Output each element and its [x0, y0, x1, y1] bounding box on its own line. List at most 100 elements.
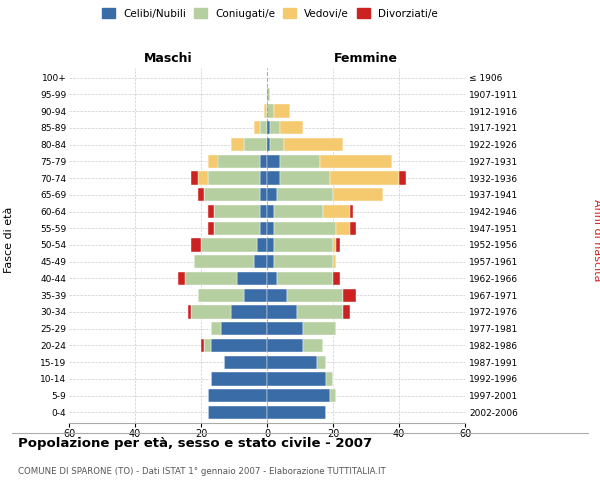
Text: Anni di nascita: Anni di nascita [592, 198, 600, 281]
Bar [267, 255, 274, 268]
Bar [208, 172, 260, 184]
Bar [337, 222, 349, 235]
Bar [317, 356, 326, 369]
Bar [208, 222, 214, 235]
Bar [221, 322, 267, 336]
Bar [296, 306, 343, 318]
Bar [267, 389, 330, 402]
Bar [178, 272, 185, 285]
Bar [214, 205, 260, 218]
Bar [224, 356, 267, 369]
Legend: Celibi/Nubili, Coniugati/e, Vedovi/e, Divorziati/e: Celibi/Nubili, Coniugati/e, Vedovi/e, Di… [99, 5, 441, 21]
Bar [204, 339, 211, 352]
Bar [323, 205, 349, 218]
Bar [330, 172, 399, 184]
Text: Fasce di età: Fasce di età [4, 207, 14, 273]
Bar [254, 121, 260, 134]
Bar [211, 339, 267, 352]
Bar [201, 339, 204, 352]
Bar [304, 339, 323, 352]
Bar [271, 121, 280, 134]
Bar [208, 205, 214, 218]
Bar [260, 121, 267, 134]
Bar [217, 154, 260, 168]
Bar [267, 339, 304, 352]
Bar [260, 188, 267, 202]
Bar [198, 288, 244, 302]
Bar [267, 322, 304, 336]
Bar [211, 372, 267, 386]
Bar [320, 154, 392, 168]
Bar [274, 238, 333, 252]
Bar [260, 154, 267, 168]
Bar [280, 172, 330, 184]
Bar [333, 238, 337, 252]
Bar [333, 255, 337, 268]
Bar [349, 205, 353, 218]
Bar [238, 272, 267, 285]
Bar [333, 272, 340, 285]
Bar [267, 154, 280, 168]
Bar [343, 288, 356, 302]
Bar [274, 222, 337, 235]
Bar [271, 138, 284, 151]
Text: COMUNE DI SPARONE (TO) - Dati ISTAT 1° gennaio 2007 - Elaborazione TUTTITALIA.IT: COMUNE DI SPARONE (TO) - Dati ISTAT 1° g… [18, 468, 386, 476]
Bar [267, 222, 274, 235]
Bar [191, 238, 201, 252]
Bar [201, 238, 257, 252]
Bar [260, 172, 267, 184]
Bar [260, 205, 267, 218]
Bar [208, 406, 267, 419]
Bar [267, 172, 280, 184]
Bar [214, 222, 260, 235]
Bar [277, 272, 333, 285]
Bar [198, 188, 204, 202]
Bar [274, 255, 333, 268]
Bar [231, 138, 244, 151]
Text: Popolazione per età, sesso e stato civile - 2007: Popolazione per età, sesso e stato civil… [18, 438, 372, 450]
Bar [267, 238, 274, 252]
Bar [343, 306, 349, 318]
Bar [267, 188, 277, 202]
Bar [260, 222, 267, 235]
Bar [326, 372, 333, 386]
Bar [267, 288, 287, 302]
Bar [337, 238, 340, 252]
Bar [267, 104, 274, 118]
Bar [267, 121, 271, 134]
Bar [267, 138, 271, 151]
Bar [257, 238, 267, 252]
Bar [277, 188, 333, 202]
Bar [349, 222, 356, 235]
Bar [191, 306, 230, 318]
Bar [204, 188, 260, 202]
Bar [244, 138, 267, 151]
Bar [230, 306, 267, 318]
Bar [208, 389, 267, 402]
Bar [280, 154, 320, 168]
Bar [287, 288, 343, 302]
Bar [188, 306, 191, 318]
Bar [284, 138, 343, 151]
Bar [399, 172, 406, 184]
Bar [267, 306, 296, 318]
Bar [267, 356, 317, 369]
Bar [198, 172, 208, 184]
Bar [194, 255, 254, 268]
Bar [191, 172, 198, 184]
Bar [254, 255, 267, 268]
Bar [267, 205, 274, 218]
Bar [304, 322, 337, 336]
Bar [267, 88, 271, 101]
Text: Maschi: Maschi [143, 52, 193, 65]
Bar [211, 322, 221, 336]
Bar [274, 104, 290, 118]
Bar [274, 205, 323, 218]
Bar [333, 188, 383, 202]
Bar [330, 389, 337, 402]
Bar [267, 406, 326, 419]
Bar [244, 288, 267, 302]
Bar [264, 104, 267, 118]
Bar [267, 272, 277, 285]
Bar [267, 372, 326, 386]
